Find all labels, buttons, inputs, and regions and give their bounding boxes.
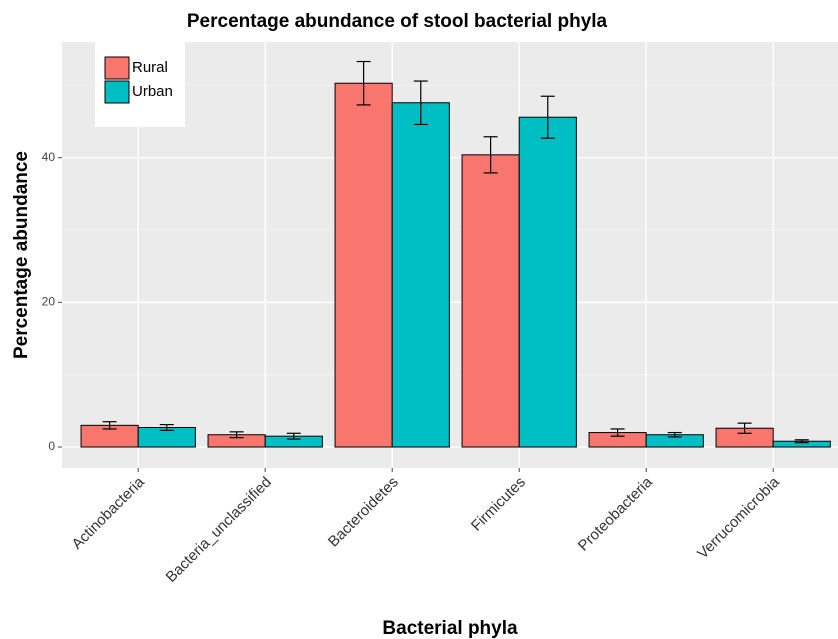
x-tick-label: Actinobacteria: [69, 473, 149, 553]
x-tick-label: Verrucomicrobia: [694, 473, 783, 562]
legend-key: [104, 56, 130, 80]
legend-key: [104, 80, 130, 104]
y-axis-title: Percentage abundance: [11, 151, 32, 359]
legend: Rural Urban: [95, 42, 185, 127]
y-tick-label: 20: [42, 295, 56, 309]
legend-label: Urban: [132, 83, 173, 100]
panel: [62, 42, 838, 468]
y-tick-label: 40: [42, 150, 56, 164]
bar: [461, 154, 520, 448]
y-tick-label: 0: [48, 439, 55, 453]
x-tick-label: Firmicutes: [468, 474, 529, 535]
bar: [334, 82, 393, 448]
x-tick-label: Bacteria_unclassified: [163, 474, 275, 586]
x-tick-label: Bacteroidetes: [325, 474, 402, 551]
x-axis-title: Bacterial phyla: [382, 618, 518, 639]
bar: [391, 102, 450, 448]
bar: [518, 116, 577, 448]
x-tick-label: Proteobacteria: [575, 473, 656, 554]
marks: [80, 60, 831, 448]
legend-label: Rural: [132, 59, 168, 76]
chart-title: Percentage abundance of stool bacterial …: [187, 11, 608, 32]
